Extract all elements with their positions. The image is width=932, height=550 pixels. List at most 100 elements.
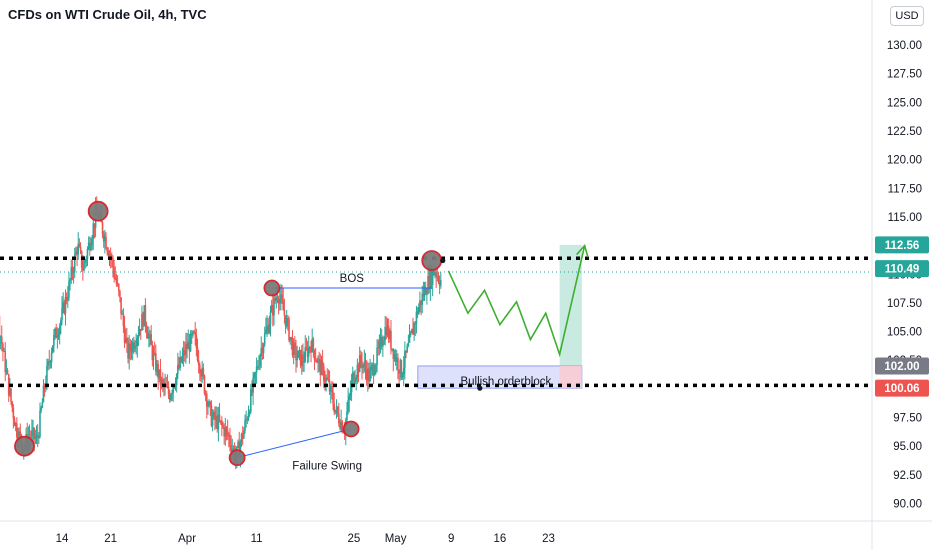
candle-body: [62, 302, 64, 309]
candle-body: [90, 245, 92, 250]
candle-body: [105, 236, 107, 249]
candle-body: [117, 284, 120, 291]
candle-body: [159, 369, 162, 385]
currency-button[interactable]: USD: [890, 6, 924, 26]
candle-body: [273, 298, 275, 316]
candle-body: [296, 357, 298, 361]
candle-body: [268, 324, 271, 333]
candle-body: [288, 319, 290, 341]
candle-body: [270, 305, 273, 312]
y-tick-label: 117.50: [888, 183, 922, 195]
candle-body: [221, 420, 223, 426]
candle-body: [402, 367, 405, 375]
candle-body: [292, 342, 295, 356]
candle-body: [354, 380, 356, 383]
candle-body: [421, 293, 424, 305]
candle-body: [190, 333, 193, 336]
candle-body: [316, 360, 318, 363]
candle-body: [371, 364, 374, 367]
candle-body: [83, 262, 85, 271]
y-tick-label: 127.50: [887, 69, 922, 81]
candle-body: [439, 279, 442, 286]
candle-body: [331, 386, 333, 393]
candle-body: [75, 251, 77, 255]
candle-body: [262, 344, 265, 354]
candle-body: [278, 299, 281, 304]
candle-body: [187, 341, 190, 350]
candle-body: [300, 354, 303, 367]
candle-body: [297, 350, 300, 358]
candle-body: [208, 401, 210, 406]
candle-body: [170, 394, 172, 400]
bos-origin-marker: [263, 279, 281, 297]
candle-body: [9, 388, 11, 396]
candle-body: [101, 222, 104, 235]
candle-body: [205, 393, 208, 407]
candle-body: [246, 419, 249, 421]
candle-body: [305, 347, 308, 349]
candle-body: [38, 436, 40, 439]
candle-body: [390, 330, 392, 349]
candle-body: [16, 423, 18, 438]
candle-body: [219, 420, 222, 422]
candle-body: [295, 347, 297, 361]
candle-body: [5, 370, 8, 373]
candle-body: [33, 428, 35, 440]
candle-body: [217, 414, 220, 430]
candle-body: [326, 377, 329, 380]
candle-body: [225, 427, 228, 430]
candle-body: [324, 381, 326, 383]
candle-body: [212, 411, 215, 418]
candle-body: [197, 360, 200, 366]
candle-body: [228, 434, 230, 437]
candle-body: [91, 238, 93, 246]
candle-body: [121, 313, 124, 315]
candle-body: [372, 364, 375, 375]
candle-body: [122, 313, 125, 326]
candle-body: [51, 345, 54, 353]
candle-body: [294, 342, 296, 348]
candle-body: [436, 275, 439, 277]
candle-body: [318, 358, 320, 360]
candle-body: [104, 236, 106, 242]
candle-body: [18, 431, 20, 443]
y-tick-label: 107.50: [887, 298, 922, 310]
candle-body: [362, 364, 364, 368]
candle-body: [419, 300, 421, 307]
candle-body: [229, 436, 231, 445]
candle-body: [263, 333, 266, 345]
candle-body: [113, 267, 115, 278]
candle-body: [355, 377, 358, 381]
candle-body: [145, 324, 148, 333]
candle-body: [192, 331, 194, 336]
candle-body: [413, 323, 415, 335]
candle-body: [237, 441, 239, 447]
candle-body: [335, 406, 338, 410]
candle-body: [438, 281, 441, 286]
candle-body: [363, 361, 366, 365]
candle-body: [307, 346, 310, 357]
candle-body: [309, 346, 311, 348]
candle-body: [291, 338, 294, 356]
candle-body: [369, 370, 371, 382]
candle-body: [78, 243, 81, 247]
candle-body: [320, 361, 323, 376]
y-tick-label: 120.00: [887, 155, 922, 167]
candle-body: [195, 335, 198, 348]
candle-body: [434, 272, 436, 275]
candle-body: [141, 313, 143, 331]
candle-body: [87, 242, 90, 250]
candle-body: [189, 333, 192, 352]
candle-body: [238, 441, 241, 456]
candle-body: [322, 366, 325, 382]
y-tick-label: 95.00: [893, 441, 922, 453]
candle-body: [153, 352, 156, 354]
candle-body: [76, 251, 78, 255]
candle-body: [411, 329, 413, 334]
candle-body: [266, 325, 268, 330]
candle-body: [114, 277, 117, 279]
candle-body: [165, 384, 168, 388]
x-tick-label: 16: [493, 533, 506, 545]
failure-swing-label: Failure Swing: [292, 461, 362, 473]
